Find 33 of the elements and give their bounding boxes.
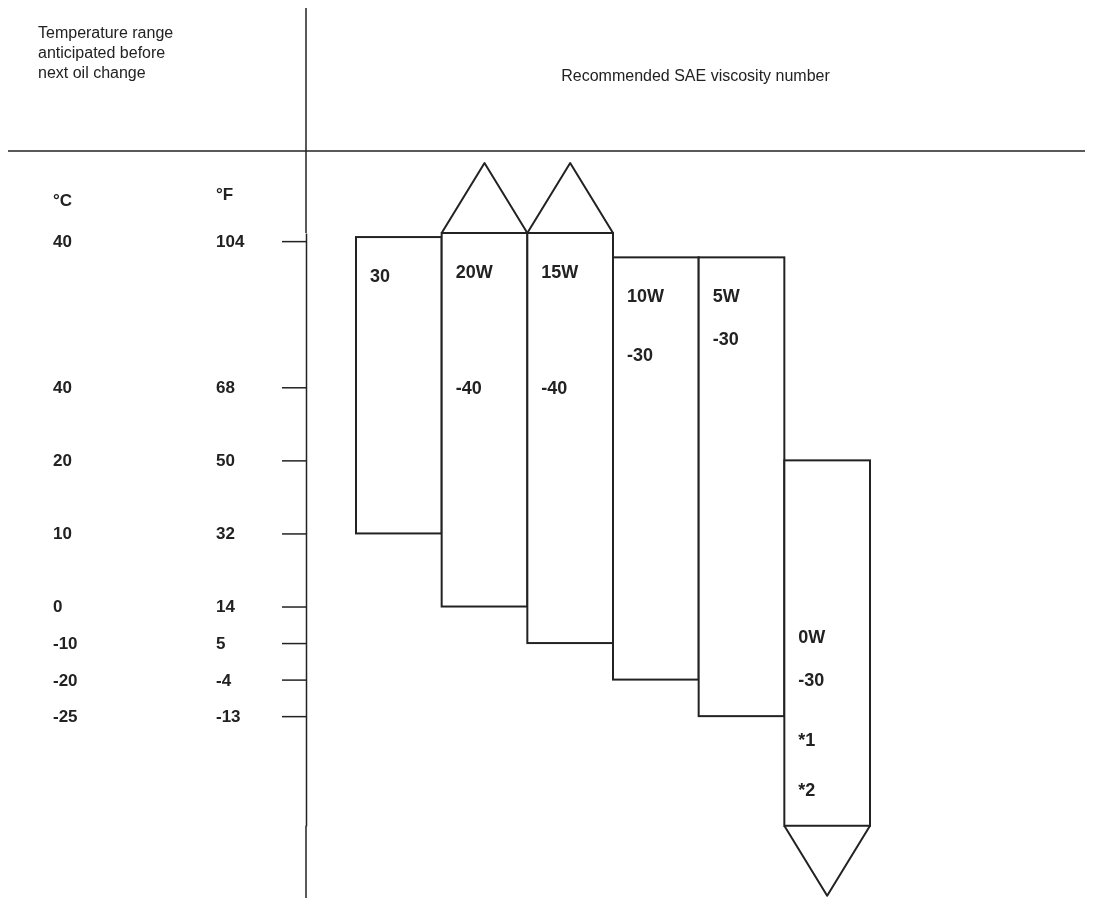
y-tick-label: -4 — [216, 670, 232, 690]
text: 0 — [53, 597, 63, 617]
annotation: -30 — [798, 670, 825, 691]
text: Temperature range anticipated before next oil change — [38, 24, 174, 81]
chart-title: Recommended SAE viscosity number — [561, 67, 831, 84]
annotation: *1 — [798, 730, 816, 751]
x-tick-label: 5W — [712, 286, 740, 307]
y-tick-label: 50 — [216, 451, 235, 471]
y-tick-label: -13 — [216, 707, 241, 727]
text: °C — [53, 190, 73, 210]
annotation: -40 — [541, 378, 568, 399]
y-tick-label: 32 — [216, 524, 235, 544]
annotation: -30 — [712, 329, 739, 350]
text: -20 — [53, 670, 78, 690]
text: 40 — [53, 232, 72, 252]
annotation: -30 — [627, 345, 654, 366]
annotation: *2 — [798, 780, 816, 801]
text: 10 — [53, 524, 72, 544]
x-tick-label: 20W — [455, 262, 493, 282]
text: 40 — [53, 378, 72, 398]
text: 20 — [53, 451, 72, 471]
y-tick-label: 68 — [216, 378, 235, 398]
text: -10 — [53, 634, 78, 654]
y-axis-title: °F — [216, 185, 234, 204]
y-tick-label: 104 — [216, 232, 245, 252]
text: -25 — [53, 707, 78, 727]
annotation: -40 — [455, 378, 482, 399]
y-tick-label: 5 — [216, 634, 226, 653]
x-tick-label: 15W — [541, 262, 579, 282]
x-tick-label: 10W — [627, 286, 665, 307]
y-tick-label: 14 — [216, 597, 236, 617]
x-tick-label: 30 — [370, 266, 391, 287]
x-tick-label: 0W — [798, 627, 826, 648]
